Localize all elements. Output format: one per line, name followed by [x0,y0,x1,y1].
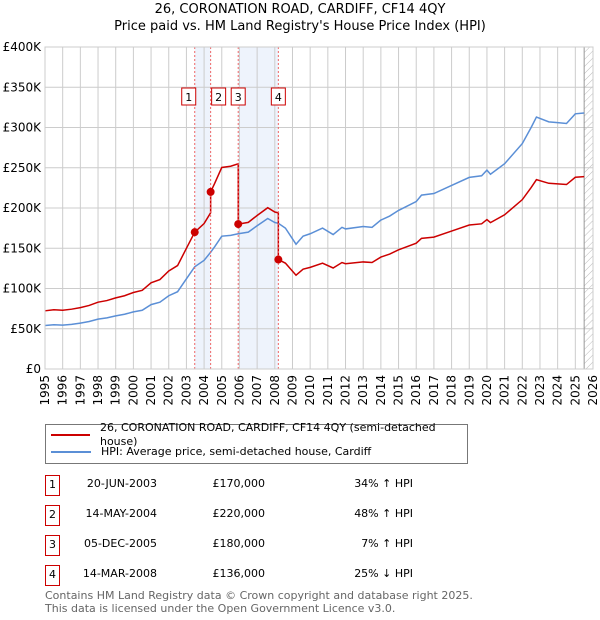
x-tick-label: 1996 [56,375,70,406]
x-tick-label: 1998 [91,375,105,406]
sale-label: 4 [275,91,282,104]
sale-row: 3 05-DEC-2005 £180,000 7% ↑ HPI [45,535,445,556]
sale-row: 1 20-JUN-2003 £170,000 34% ↑ HPI [45,475,445,496]
sale-row: 4 14-MAR-2008 £136,000 25% ↓ HPI [45,565,445,586]
x-tick-label: 2017 [427,375,441,406]
chart-subtitle: Price paid vs. HM Land Registry's House … [114,19,486,34]
y-tick-label: £400K [3,40,43,54]
x-tick-label: 2001 [144,375,158,406]
sale-hpi-diff: 48% ↑ HPI [354,507,413,520]
x-tick-label: 2002 [162,375,176,406]
sale-label-box [270,87,286,106]
y-tick-label: £300K [3,121,43,135]
sale-label: 3 [235,91,242,104]
y-tick-label: £150K [3,241,43,255]
y-tick-label: £200K [3,201,43,215]
x-tick-label: 2022 [515,375,529,406]
price-chart: 1995 1996 1997 1998 1999 2000 2001 2002 2003 2004… [3,40,600,406]
sale-number: 3 [45,535,60,556]
sale-price: £180,000 [212,537,266,550]
sale-number: 4 [45,565,60,586]
y-tick-label: £100K [3,282,43,296]
x-tick-label: 2008 [268,375,282,406]
legend-hpi-swatch [51,451,91,453]
hpi-line [44,112,585,327]
x-tick-label: 2025 [568,375,582,406]
y-tick-label: £350K [3,80,43,94]
sale-point [206,187,215,196]
sale-number: 1 [45,475,60,496]
x-tick-label: 2021 [498,375,512,406]
sale-label-box [181,87,197,106]
x-tick-label: 2012 [339,375,353,406]
x-tick-label: 2004 [197,375,211,406]
x-tick-label: 2015 [392,375,406,406]
sale-point [234,220,243,229]
sale-point [274,255,283,264]
x-tick-label: 1995 [38,375,52,406]
sale-date: 20-JUN-2003 [86,477,157,490]
sale-label-box [211,87,227,106]
sale-label-box [230,87,246,106]
sale-row: 2 14-MAY-2004 £220,000 48% ↑ HPI [45,505,445,526]
sale-date: 14-MAR-2008 [82,567,157,580]
sale-point [190,228,199,237]
y-tick-label: £250K [3,161,43,175]
x-tick-label: 2013 [356,375,370,406]
chart-title: 26, CORONATION ROAD, CARDIFF, CF14 4QY [154,2,446,17]
y-tick-label: £50K [10,322,42,336]
x-tick-label: 2020 [480,375,494,406]
x-tick-label: 2014 [374,375,388,406]
x-tick-label: 2023 [533,375,547,406]
sale-price: £170,000 [212,477,266,490]
x-tick-label: 2005 [215,375,229,406]
x-tick-label: 1997 [73,375,87,406]
x-tick-label: 2016 [409,375,423,406]
legend: 26, CORONATION ROAD, CARDIFF, CF14 4QY (… [45,421,468,464]
y-tick-label: £0 [26,362,41,376]
sale-label: 1 [185,91,192,104]
sale-label: 2 [215,91,222,104]
sale-date: 05-DEC-2005 [83,537,157,550]
x-tick-label: 2026 [586,375,600,406]
x-tick-label: 2003 [179,375,193,406]
footer-licence: This data is licensed under the Open Gov… [45,602,396,615]
sale-hpi-diff: 34% ↑ HPI [354,477,413,490]
plot-frame [44,46,594,370]
x-tick-label: 2006 [232,375,246,406]
x-tick-label: 2010 [303,375,317,406]
x-tick-label: 2019 [462,375,476,406]
sale-date: 14-MAY-2004 [85,507,157,520]
x-tick-label: 2024 [551,375,565,406]
x-tick-label: 2009 [285,375,299,406]
x-tick-label: 2000 [126,375,140,406]
sale-price: £220,000 [212,507,266,520]
sale-price: £136,000 [212,567,266,580]
legend-price-label: 26, CORONATION ROAD, CARDIFF, CF14 4QY (… [99,421,436,448]
x-tick-label: 2007 [250,375,264,406]
footer-copyright: Contains HM Land Registry data © Crown c… [45,589,473,602]
sale-number: 2 [45,505,60,526]
legend-price-swatch [51,434,90,436]
x-tick-label: 2011 [321,375,335,406]
x-tick-label: 1999 [109,375,123,406]
legend-hpi-label: HPI: Average price, semi-detached house,… [101,445,372,458]
sale-hpi-diff: 7% ↑ HPI [361,537,413,550]
sale-hpi-diff: 25% ↓ HPI [354,567,413,580]
x-tick-label: 2018 [445,375,459,406]
